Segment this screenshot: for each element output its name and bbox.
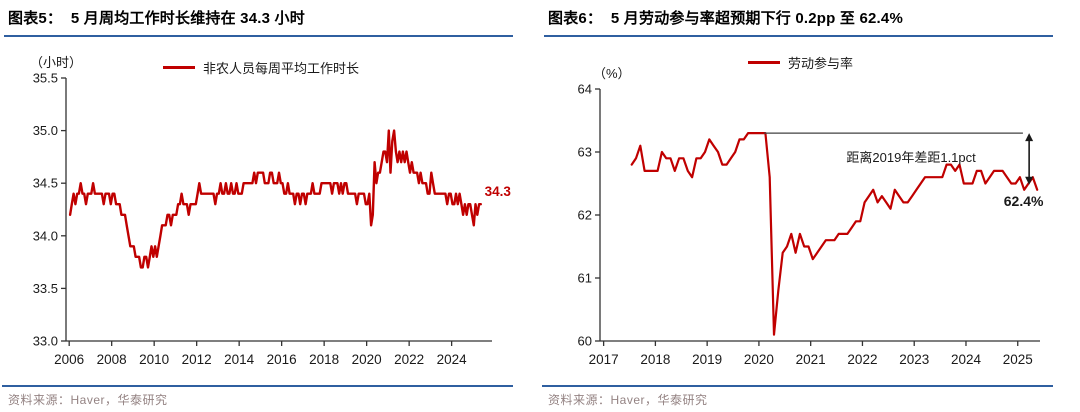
figure5-chart-canvas: 33.0 33.5 34.0 34.5 35.0 35.5 2006 2008 2010 2012… <box>33 71 512 368</box>
figure5-title-rule <box>4 35 513 37</box>
x-tick-label: 2021 <box>796 352 826 367</box>
x-tick-label: 2022 <box>394 352 424 367</box>
y-tick-label: 62 <box>578 208 592 223</box>
x-tick-label: 2019 <box>692 352 722 367</box>
series-line <box>68 129 482 269</box>
x-tick-label: 2018 <box>640 352 670 367</box>
x-tick-label: 2023 <box>899 352 929 367</box>
figure6-title: 图表6： 5 月劳动参与率超预期下行 0.2pp 至 62.4% <box>548 10 903 27</box>
y-tick-label: 35.0 <box>33 123 58 138</box>
figure6-y-unit-label: （%） <box>593 66 631 81</box>
y-tick-label: 33.5 <box>33 281 58 296</box>
y-tick-label: 35.5 <box>33 71 58 86</box>
figure5-source: 资料来源：Haver，华泰研究 <box>8 393 168 407</box>
end-value-label: 34.3 <box>485 184 512 199</box>
double-arrow-up-head <box>1025 133 1034 142</box>
x-tick-label: 2024 <box>951 352 982 367</box>
figure5-title: 图表5： 5 月周均工作时长维持在 34.3 小时 <box>8 10 305 27</box>
x-tick-label: 2016 <box>267 352 297 367</box>
x-tick-label: 2024 <box>437 352 468 367</box>
figure5-panel: 图表5： 5 月周均工作时长维持在 34.3 小时 （小时） 非农人员每周平均工… <box>2 10 513 407</box>
figure5-y-unit-label: （小时） <box>30 55 83 70</box>
figure6-title-rule <box>544 35 1053 37</box>
figure5-legend: 非农人员每周平均工作时长 <box>163 58 359 77</box>
end-value-label: 62.4% <box>1004 193 1044 209</box>
x-tick-label: 2010 <box>139 352 169 367</box>
figure6-source: 资料来源：Haver，华泰研究 <box>548 393 708 407</box>
y-tick-label: 61 <box>578 271 592 286</box>
x-tick-label: 2006 <box>54 352 84 367</box>
y-tick-label: 34.0 <box>33 228 58 243</box>
gap-annotation-text: 距离2019年差距1.1pct <box>846 150 976 165</box>
figure6-legend-label: 劳动参与率 <box>788 56 854 71</box>
x-tick-label: 2008 <box>97 352 127 367</box>
figure6-panel: 图表6： 5 月劳动参与率超预期下行 0.2pp 至 62.4% （%） 劳动参… <box>540 0 1080 412</box>
figure6-legend: 劳动参与率 <box>748 53 853 72</box>
figure6-chart-canvas: 60 61 62 63 64 2017 2018 2019 2020 2021 2022 2023 20… <box>578 82 1044 368</box>
x-tick-label: 2025 <box>1003 352 1033 367</box>
red-line-swatch-icon <box>163 66 195 69</box>
y-tick-label: 34.5 <box>33 176 58 191</box>
y-tick-label: 33.0 <box>33 334 58 349</box>
x-tick-label: 2020 <box>352 352 382 367</box>
x-tick-label: 2014 <box>224 352 255 367</box>
figure5-legend-label: 非农人员每周平均工作时长 <box>203 61 360 76</box>
figure5-source-rule <box>2 385 513 387</box>
x-tick-label: 2017 <box>589 352 619 367</box>
double-arrow-down-head <box>1025 176 1034 185</box>
x-tick-label: 2018 <box>309 352 339 367</box>
x-tick-label: 2022 <box>847 352 877 367</box>
figure6-source-rule <box>542 385 1053 387</box>
y-tick-label: 64 <box>578 82 592 97</box>
y-tick-label: 60 <box>578 334 592 349</box>
red-line-swatch-icon <box>748 61 780 64</box>
x-tick-label: 2020 <box>744 352 774 367</box>
y-tick-label: 63 <box>578 145 592 160</box>
series-line <box>630 131 1039 336</box>
x-tick-label: 2012 <box>182 352 212 367</box>
